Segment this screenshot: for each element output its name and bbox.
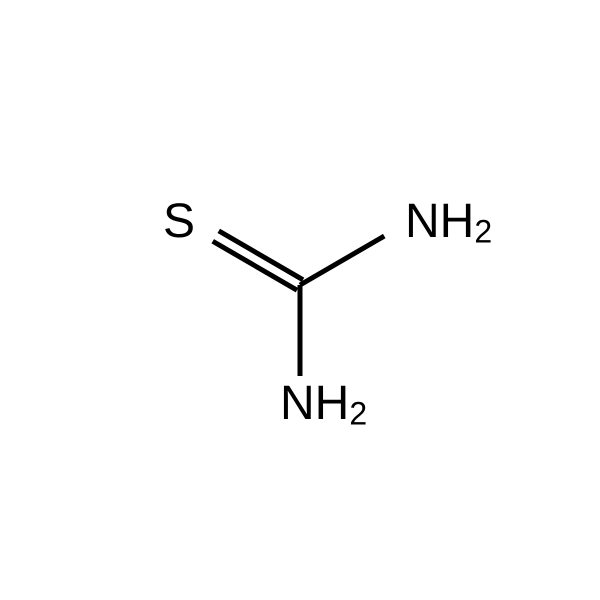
bond-C-N1 [300,236,384,285]
atom-label-N2: NH2 [280,377,367,432]
bond-C-S-b [213,241,297,290]
bond-C-S-a [219,231,303,280]
atom-label-N1: NH2 [405,195,492,250]
atom-label-S: S [163,195,195,248]
molecule-diagram: S NH2 NH2 [0,0,600,600]
